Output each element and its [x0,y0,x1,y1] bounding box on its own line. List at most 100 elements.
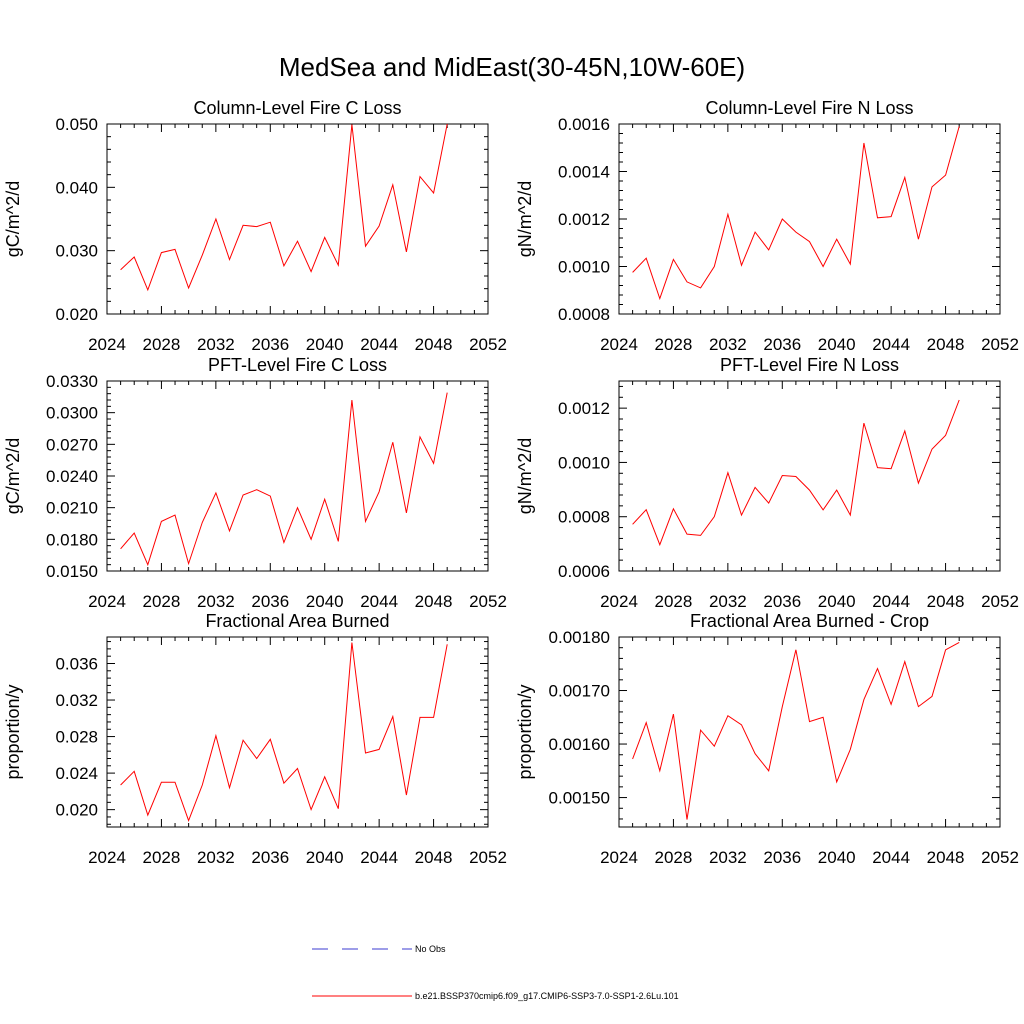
x-tick-label: 2044 [360,848,398,867]
x-tick-label: 2024 [600,592,638,611]
y-tick-label: 0.00150 [549,789,610,808]
legend: No Obs b.e21.BSSP370cmip6.f09_g17.CMIP6-… [312,944,679,1001]
x-tick-label: 2052 [981,848,1019,867]
y-tick-label: 0.036 [55,654,98,673]
x-tick-label: 2044 [360,335,398,354]
figure-title: MedSea and MidEast(30-45N,10W-60E) [279,52,745,82]
plot-frame [618,123,1001,315]
series-line-1 [120,392,448,567]
y-tick-label: 0.028 [55,728,98,747]
plot-frame [106,123,489,315]
y-tick-label: 0.0180 [46,530,98,549]
x-tick-label: 2044 [872,592,910,611]
x-tick-label: 2052 [469,592,507,611]
y-tick-label: 0.0008 [558,508,610,527]
y-tick-label: 0.0010 [558,258,610,277]
plot-frame [106,380,489,572]
y-tick-label: 0.0014 [558,163,610,182]
x-tick-label: 2032 [197,335,235,354]
y-tick-label: 0.030 [55,242,98,261]
panel-1: Column-Level Fire C Loss 2024 2028 2032 2036… [3,98,507,354]
x-tick-label: 2040 [818,848,856,867]
series-line-1 [120,123,448,292]
x-tick-label: 2024 [600,335,638,354]
y-tick-label: 0.0150 [46,562,98,581]
series-line-1 [632,399,960,547]
x-tick-label: 2040 [306,592,344,611]
y-tick-label: 0.040 [55,178,98,197]
x-tick-label: 2040 [818,592,856,611]
x-tick-label: 2052 [981,592,1019,611]
y-tick-label: 0.00180 [549,628,610,647]
x-tick-label: 2040 [818,335,856,354]
x-tick-label: 2048 [927,335,965,354]
panel-title: PFT-Level Fire C Loss [208,355,387,375]
x-tick-label: 2024 [88,592,126,611]
x-tick-label: 2040 [306,848,344,867]
panels: Column-Level Fire C Loss 2024 2028 2032 2036… [3,98,1019,867]
x-tick-label: 2024 [88,335,126,354]
y-tick-label: 0.0300 [46,404,98,423]
x-tick-label: 2036 [763,335,801,354]
x-tick-label: 2036 [763,592,801,611]
x-tick-label: 2048 [927,592,965,611]
x-tick-label: 2052 [981,335,1019,354]
panel-5: Fractional Area Burned 2024 2028 2032 2036 20… [3,611,507,867]
y-axis-label: gN/m^2/d [515,181,535,257]
x-tick-label: 2052 [469,335,507,354]
y-axis-label: gC/m^2/d [3,438,23,514]
legend-entry-run: b.e21.BSSP370cmip6.f09_g17.CMIP6-SSP3-7.… [312,991,679,1001]
y-tick-label: 0.0240 [46,467,98,486]
y-tick-label: 0.020 [55,305,98,324]
y-axis-label: proportion/y [515,684,535,779]
x-tick-label: 2048 [415,848,453,867]
y-tick-label: 0.00160 [549,735,610,754]
x-tick-label: 2032 [197,592,235,611]
y-tick-label: 0.0270 [46,435,98,454]
x-tick-label: 2048 [415,335,453,354]
y-tick-label: 0.0016 [558,115,610,134]
plot-frame [618,380,1001,572]
series-line-1 [120,642,448,823]
y-tick-label: 0.032 [55,691,98,710]
x-tick-label: 2024 [600,848,638,867]
x-tick-label: 2032 [709,592,747,611]
x-tick-label: 2036 [251,592,289,611]
legend-label-run: b.e21.BSSP370cmip6.f09_g17.CMIP6-SSP3-7.… [415,991,679,1001]
x-tick-label: 2028 [655,848,693,867]
x-tick-label: 2036 [251,848,289,867]
x-tick-label: 2040 [306,335,344,354]
panel-6: Fractional Area Burned - Crop 2024 2028 203… [515,611,1019,867]
panel-title: PFT-Level Fire N Loss [720,355,899,375]
x-tick-label: 2032 [709,848,747,867]
plot-frame [106,636,489,828]
series-line-1 [632,641,960,820]
y-tick-label: 0.020 [55,801,98,820]
panel-3: PFT-Level Fire C Loss 2024 2028 2032 2036 204… [3,355,507,611]
y-tick-label: 0.0010 [558,453,610,472]
panel-2: Column-Level Fire N Loss 2024 2028 2032 2036… [515,98,1019,354]
y-axis-label: proportion/y [3,684,23,779]
legend-label-no-obs: No Obs [415,944,446,954]
panel-4: PFT-Level Fire N Loss 2024 2028 2032 2036 204… [515,355,1019,611]
x-tick-label: 2028 [655,335,693,354]
y-tick-label: 0.0008 [558,305,610,324]
x-tick-label: 2028 [655,592,693,611]
series-line-1 [632,126,960,301]
x-tick-label: 2032 [197,848,235,867]
panel-title: Fractional Area Burned [205,611,389,631]
x-tick-label: 2052 [469,848,507,867]
x-tick-label: 2024 [88,848,126,867]
x-tick-label: 2032 [709,335,747,354]
x-tick-label: 2048 [415,592,453,611]
x-tick-label: 2036 [251,335,289,354]
y-tick-label: 0.0006 [558,562,610,581]
y-tick-label: 0.00170 [549,682,610,701]
legend-entry-no-obs: No Obs [312,944,446,954]
y-axis-label: gN/m^2/d [515,438,535,514]
panel-title: Column-Level Fire C Loss [193,98,401,118]
y-tick-label: 0.024 [55,764,98,783]
x-tick-label: 2028 [143,335,181,354]
panel-title: Fractional Area Burned - Crop [690,611,929,631]
